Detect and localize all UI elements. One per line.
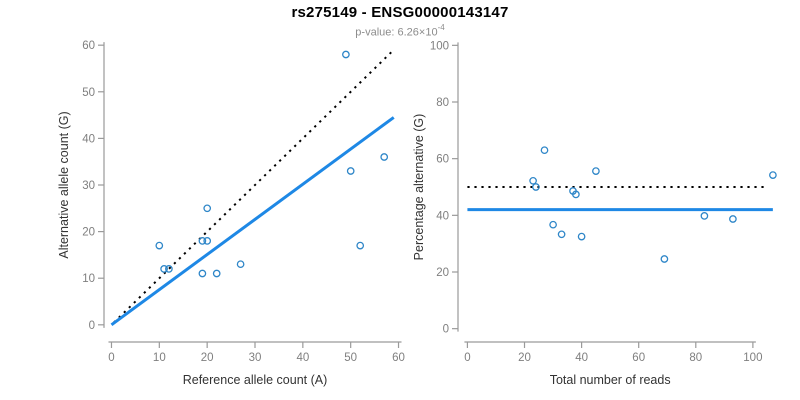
x-tick-label: 80: [689, 352, 702, 364]
data-point: [557, 230, 566, 239]
data-point: [356, 241, 365, 250]
data-point: [729, 215, 737, 223]
data-point: [160, 265, 168, 273]
x-tick-label: 100: [743, 352, 762, 364]
x-axis: 0 10 20 30 40 50 60: [108, 341, 405, 364]
data-point: [155, 241, 164, 250]
y-tick-label: 10: [82, 273, 95, 285]
x-tick-label: 10: [153, 352, 166, 364]
x-axis: 0 20 40 60 80 100: [464, 341, 762, 364]
y-tick-label: 100: [430, 40, 449, 52]
y-tick-label: 0: [89, 320, 95, 332]
x-tick-label: 0: [108, 352, 114, 364]
figure-title: rs275149 - ENSG00000143147: [291, 4, 509, 21]
data-point: [342, 50, 350, 59]
data-point: [198, 269, 207, 278]
data-point: [198, 237, 207, 245]
y-axis-title: Alternative allele count (G): [57, 111, 71, 258]
percentage-plot: 0 20 40 60 80 100 0 20 40 60 80 100 Total number of …: [412, 40, 777, 387]
x-tick-label: 50: [344, 352, 357, 364]
y-axis-title: Percentage alternative (G): [412, 114, 426, 261]
data-point: [540, 146, 549, 155]
data-point: [700, 212, 709, 220]
x-tick-label: 20: [518, 352, 531, 364]
y-tick-label: 30: [82, 180, 95, 192]
identity-line: [113, 51, 393, 324]
y-tick-label: 40: [436, 210, 449, 222]
data-point: [203, 204, 212, 213]
x-tick-label: 20: [201, 352, 214, 364]
p-value-text: p-value: 6.26×10: [355, 26, 438, 39]
data-point: [577, 232, 586, 241]
x-axis-title: Total number of reads: [550, 373, 671, 387]
data-point: [592, 167, 600, 175]
data-point: [346, 167, 355, 175]
allele-count-plot: 0 10 20 30 40 50 60 0 10 20 30 40 50 60 Reference alle…: [57, 40, 405, 387]
x-tick-label: 40: [296, 352, 309, 364]
data-point: [572, 190, 580, 199]
y-tick-label: 60: [82, 40, 95, 52]
x-tick-label: 40: [575, 352, 588, 364]
x-axis-title: Reference allele count (A): [183, 373, 328, 387]
y-axis: 0 20 40 60 80 100: [430, 40, 459, 336]
y-tick-label: 80: [436, 97, 449, 109]
data-point: [212, 269, 221, 278]
data-point: [532, 183, 540, 191]
data-point: [769, 171, 777, 179]
data-point: [660, 255, 669, 263]
data-point: [203, 237, 212, 245]
p-value-exponent: -4: [437, 23, 445, 32]
y-tick-label: 20: [436, 267, 449, 279]
data-point: [380, 153, 389, 161]
y-tick-label: 0: [443, 324, 449, 336]
data-point: [236, 260, 245, 269]
x-tick-label: 0: [464, 352, 470, 364]
regression-line: [110, 116, 395, 327]
x-tick-label: 60: [632, 352, 645, 364]
data-point: [165, 265, 173, 273]
y-tick-label: 60: [436, 154, 449, 166]
figure-subtitle: p-value: 6.26×10-4: [0, 23, 800, 39]
y-tick-label: 20: [82, 227, 95, 239]
x-tick-label: 30: [249, 352, 262, 364]
data-point: [529, 176, 537, 185]
x-tick-label: 60: [392, 352, 405, 364]
y-axis: 0 10 20 30 40 50 60: [82, 40, 105, 332]
data-point: [549, 220, 557, 229]
y-tick-label: 40: [82, 133, 95, 145]
y-tick-label: 50: [82, 87, 95, 99]
